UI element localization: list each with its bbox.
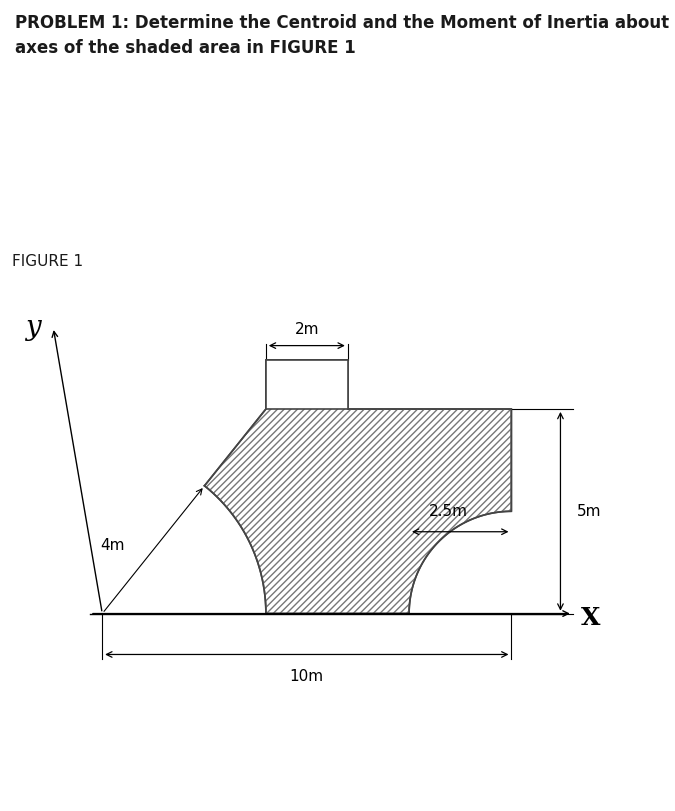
- Text: 2.5m: 2.5m: [429, 504, 468, 520]
- Polygon shape: [266, 360, 348, 409]
- Text: 5m: 5m: [577, 504, 601, 519]
- Text: FIGURE 1: FIGURE 1: [12, 254, 84, 268]
- Text: 4m: 4m: [101, 538, 125, 553]
- Text: X: X: [581, 606, 600, 629]
- Text: 2m: 2m: [294, 322, 319, 337]
- Text: y: y: [25, 314, 40, 341]
- Polygon shape: [205, 360, 512, 614]
- Text: PROBLEM 1: Determine the Centroid and the Moment of Inertia about the x-y
axes o: PROBLEM 1: Determine the Centroid and th…: [15, 14, 675, 57]
- Text: 10m: 10m: [290, 669, 324, 684]
